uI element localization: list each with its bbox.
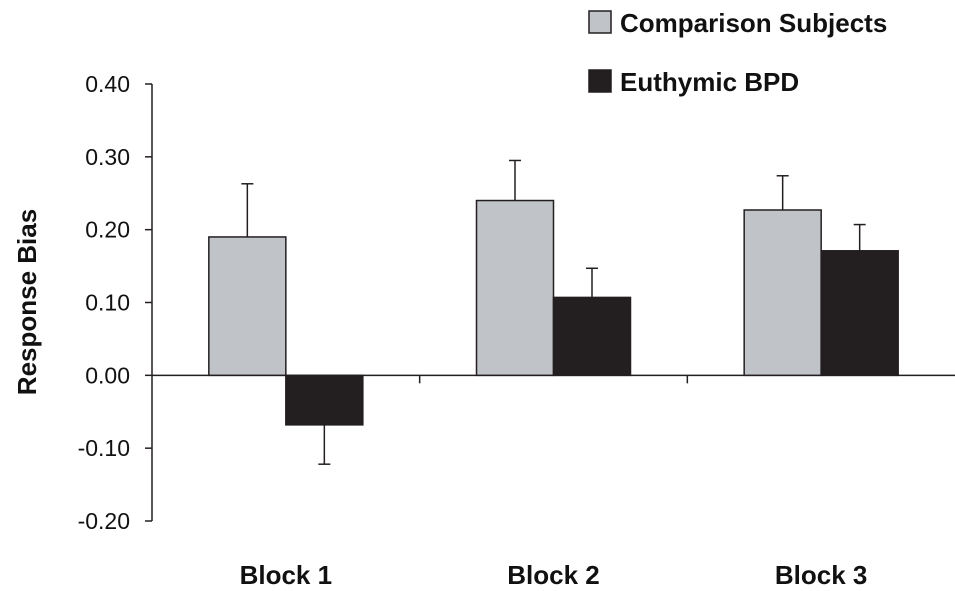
x-category-label: Block 2 xyxy=(507,560,600,590)
y-tick-label: -0.10 xyxy=(78,435,130,461)
bar-euthymic-bpd xyxy=(552,296,632,377)
legend: Comparison Subjects Euthymic BPD xyxy=(588,8,887,97)
y-tick-label: 0.10 xyxy=(85,290,130,316)
y-tick-label: 0.20 xyxy=(85,217,130,243)
legend-swatch-comparison-subjects xyxy=(588,10,612,34)
y-tick-label: 0.00 xyxy=(85,362,130,388)
bar-euthymic-bpd xyxy=(820,250,899,377)
x-category-label: Block 3 xyxy=(775,560,868,590)
y-tick-label: 0.30 xyxy=(85,144,130,170)
bar-comparison-subjects xyxy=(743,209,822,377)
x-category-labels: Block 1 Block 2 Block 3 xyxy=(240,560,868,590)
bar-comparison-subjects xyxy=(208,236,287,377)
legend-swatch-euthymic-bpd xyxy=(588,69,612,93)
legend-label-comparison-subjects: Comparison Subjects xyxy=(620,8,887,38)
y-tick-label: -0.20 xyxy=(78,508,130,534)
y-tick-labels: 0.40 0.30 0.20 0.10 0.00 -0.10 -0.20 xyxy=(78,71,130,534)
error-bars xyxy=(241,159,866,465)
y-tick-label: 0.40 xyxy=(85,71,130,97)
bar-euthymic-bpd xyxy=(285,374,364,426)
bar-comparison-subjects xyxy=(475,199,555,377)
bars xyxy=(208,199,899,426)
y-axis-label: Response Bias xyxy=(12,209,42,395)
x-category-label: Block 1 xyxy=(240,560,333,590)
legend-label-euthymic-bpd: Euthymic BPD xyxy=(620,67,799,97)
